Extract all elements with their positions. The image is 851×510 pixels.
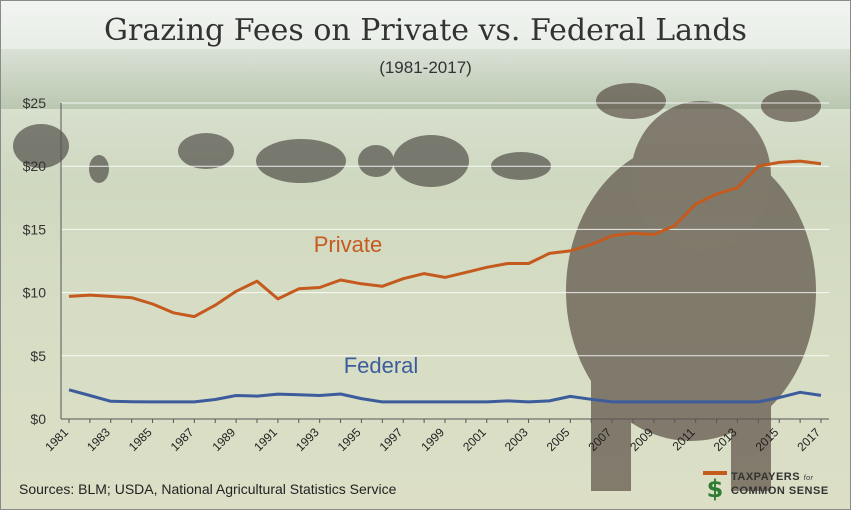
dollar-logo-icon: $ bbox=[703, 471, 727, 501]
x-tick-label: 1985 bbox=[126, 425, 155, 454]
logo-mark-glyph: $ bbox=[707, 475, 724, 501]
x-tick-label: 1989 bbox=[209, 425, 238, 454]
x-tick-label: 1983 bbox=[84, 425, 113, 454]
logo-line1-text: TAXPAYERS bbox=[731, 471, 801, 483]
x-tick-label: 2005 bbox=[544, 425, 573, 454]
x-tick-label: 2015 bbox=[753, 425, 782, 454]
logo-for: for bbox=[803, 475, 814, 482]
y-tick-label: $0 bbox=[30, 411, 46, 427]
x-tick-label: 2013 bbox=[711, 425, 740, 454]
x-tick-label: 1993 bbox=[293, 425, 322, 454]
series-line-private bbox=[68, 159, 822, 319]
series-line-federal bbox=[68, 388, 822, 404]
x-tick-label: 2003 bbox=[502, 425, 531, 454]
x-tick-label: 1997 bbox=[377, 425, 406, 454]
x-tick-label: 1995 bbox=[335, 425, 364, 454]
logo-line1: TAXPAYERS for bbox=[731, 471, 813, 483]
x-tick-label: 2017 bbox=[794, 425, 823, 454]
chart-subtitle: (1981-2017) bbox=[379, 58, 472, 77]
source-note: Sources: BLM; USDA, National Agricultura… bbox=[19, 481, 397, 497]
series-label-federal: Federal bbox=[344, 353, 419, 378]
y-tick-label: $20 bbox=[23, 158, 47, 174]
x-tick-label: 2011 bbox=[670, 425, 698, 453]
y-tick-label: $15 bbox=[23, 221, 47, 237]
y-tick-label: $10 bbox=[23, 285, 47, 301]
y-tick-label: $25 bbox=[23, 95, 47, 111]
x-tick-label: 1991 bbox=[251, 425, 280, 454]
background-treeline bbox=[1, 49, 850, 109]
chart-title: Grazing Fees on Private vs. Federal Land… bbox=[104, 13, 747, 48]
x-tick-label: 1987 bbox=[168, 425, 197, 454]
taxpayers-logo: $ TAXPAYERS for COMMON SENSE bbox=[701, 469, 841, 503]
logo-line2: COMMON SENSE bbox=[731, 485, 829, 497]
x-tick-label: 2001 bbox=[460, 425, 489, 454]
x-tick-label: 1981 bbox=[42, 425, 71, 454]
series-label-private: Private bbox=[314, 232, 382, 257]
y-tick-label: $5 bbox=[30, 348, 46, 364]
x-tick-label: 1999 bbox=[418, 425, 447, 454]
x-tick-label: 2009 bbox=[627, 425, 656, 454]
x-tick-label: 2007 bbox=[585, 425, 614, 454]
